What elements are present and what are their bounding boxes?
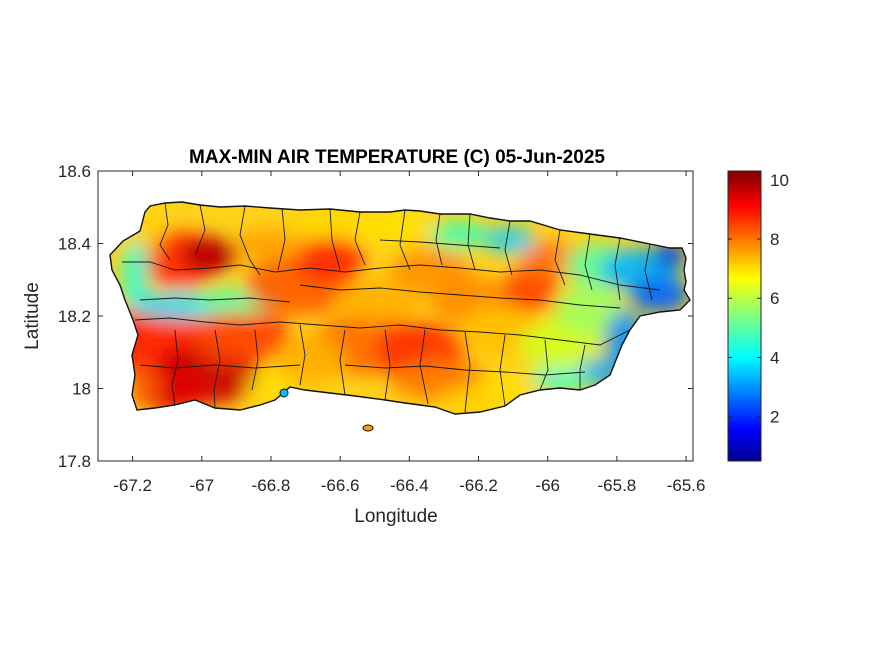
temperature-blob (430, 220, 490, 250)
colorbar-tick-label: 4 (770, 348, 779, 367)
y-tick-label: 18 (72, 380, 91, 399)
colorbar (727, 170, 762, 462)
municipality-border (329, 208, 341, 271)
temperature-blob (520, 242, 580, 278)
x-tick-label: -65.6 (667, 476, 706, 495)
municipality-border (139, 364, 301, 369)
colorbar-tick-label: 8 (770, 230, 779, 249)
municipality-border (122, 261, 661, 291)
municipality-border (499, 334, 506, 407)
colorbar-tick-label: 10 (770, 171, 789, 190)
temperature-blob (295, 238, 365, 282)
temperature-blob (275, 335, 345, 385)
municipality-border (419, 329, 429, 405)
municipality-border (584, 233, 593, 291)
y-tick-label: 17.8 (58, 452, 91, 471)
y-axis-ticks: 18.6 18.4 18.2 18 17.8 (58, 162, 693, 471)
municipality-border (194, 204, 206, 256)
y-tick-label: 18.4 (58, 235, 91, 254)
temperature-blob (555, 285, 625, 335)
temperature-blob (460, 305, 540, 355)
temperature-blob (235, 229, 305, 261)
municipality-border (213, 329, 221, 409)
municipality-border (467, 213, 476, 271)
y-tick-label: 18.6 (58, 162, 91, 181)
x-tick-label: -66.8 (252, 476, 291, 495)
municipality-border (579, 344, 586, 390)
x-tick-label: -65.8 (598, 476, 637, 495)
municipality-border (644, 243, 653, 301)
x-tick-label: -66 (535, 476, 560, 495)
municipality-border (539, 339, 549, 391)
temperature-blob (440, 388, 500, 412)
municipality-border (614, 237, 621, 301)
municipality-border (435, 213, 443, 266)
temperature-blob (485, 226, 535, 254)
municipality-border (239, 205, 261, 276)
temperature-blob (355, 207, 435, 243)
municipality-border (134, 317, 631, 346)
temperature-blob (502, 268, 558, 312)
municipality-borders (122, 202, 661, 413)
x-tick-label: -66.4 (390, 476, 429, 495)
municipality-border (339, 329, 346, 396)
municipality-border (554, 229, 566, 286)
municipality-border (139, 297, 291, 303)
temperature-field (110, 202, 690, 414)
municipality-border (171, 329, 179, 406)
municipality-border (379, 239, 501, 249)
chart-title: MAX-MIN AIR TEMPERATURE (C) 05-Jun-2025 (189, 147, 605, 168)
temperature-blob (630, 277, 690, 313)
municipality-border (299, 284, 621, 309)
x-axis-label: Longitude (354, 506, 437, 527)
municipality-border (299, 324, 306, 386)
small-islands (279, 388, 374, 432)
x-axis-ticks: -67.2 -67 -66.8 -66.6 -66.4 -66.2 -66 -65.8 -65.… (113, 171, 705, 495)
temperature-blob (131, 367, 159, 403)
y-tick-label: 18.2 (58, 307, 91, 326)
colorbar-tick-label: 2 (770, 408, 779, 427)
municipality-border (277, 207, 286, 271)
municipality-border (344, 364, 586, 376)
temperature-blob (121, 240, 149, 310)
colorbar-tick-label: 6 (770, 289, 779, 308)
municipality-border (251, 329, 259, 391)
x-tick-label: -67.2 (113, 476, 152, 495)
municipality-border (159, 202, 171, 261)
municipality-border (354, 211, 366, 266)
temperature-blob (530, 368, 590, 392)
municipality-border (504, 220, 513, 276)
x-tick-label: -67 (189, 476, 214, 495)
municipality-border (464, 331, 471, 413)
x-tick-label: -66.6 (321, 476, 360, 495)
municipality-border (399, 209, 411, 271)
colorbar-ticks: 10 8 6 4 2 (728, 171, 789, 427)
x-tick-label: -66.2 (459, 476, 498, 495)
island-coastline (109, 201, 691, 415)
temperature-blob (190, 307, 290, 363)
municipality-border (384, 329, 391, 401)
y-axis-label: Latitude (22, 282, 43, 350)
temperature-blob (182, 237, 238, 273)
